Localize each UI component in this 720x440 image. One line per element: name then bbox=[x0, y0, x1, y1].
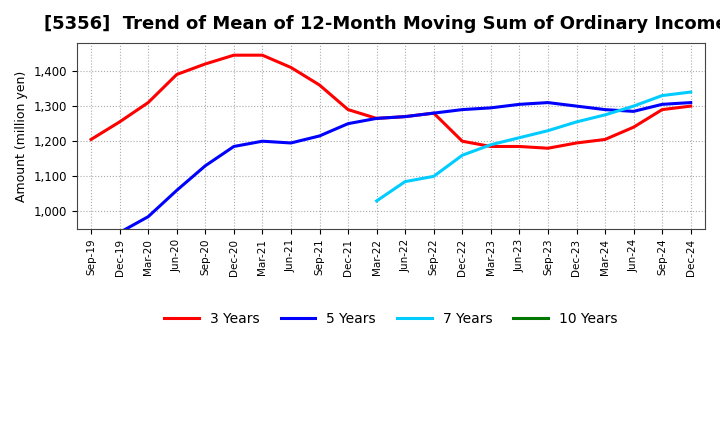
Title: [5356]  Trend of Mean of 12-Month Moving Sum of Ordinary Incomes: [5356] Trend of Mean of 12-Month Moving … bbox=[44, 15, 720, 33]
Legend: 3 Years, 5 Years, 7 Years, 10 Years: 3 Years, 5 Years, 7 Years, 10 Years bbox=[158, 307, 623, 332]
Y-axis label: Amount (million yen): Amount (million yen) bbox=[15, 70, 28, 202]
